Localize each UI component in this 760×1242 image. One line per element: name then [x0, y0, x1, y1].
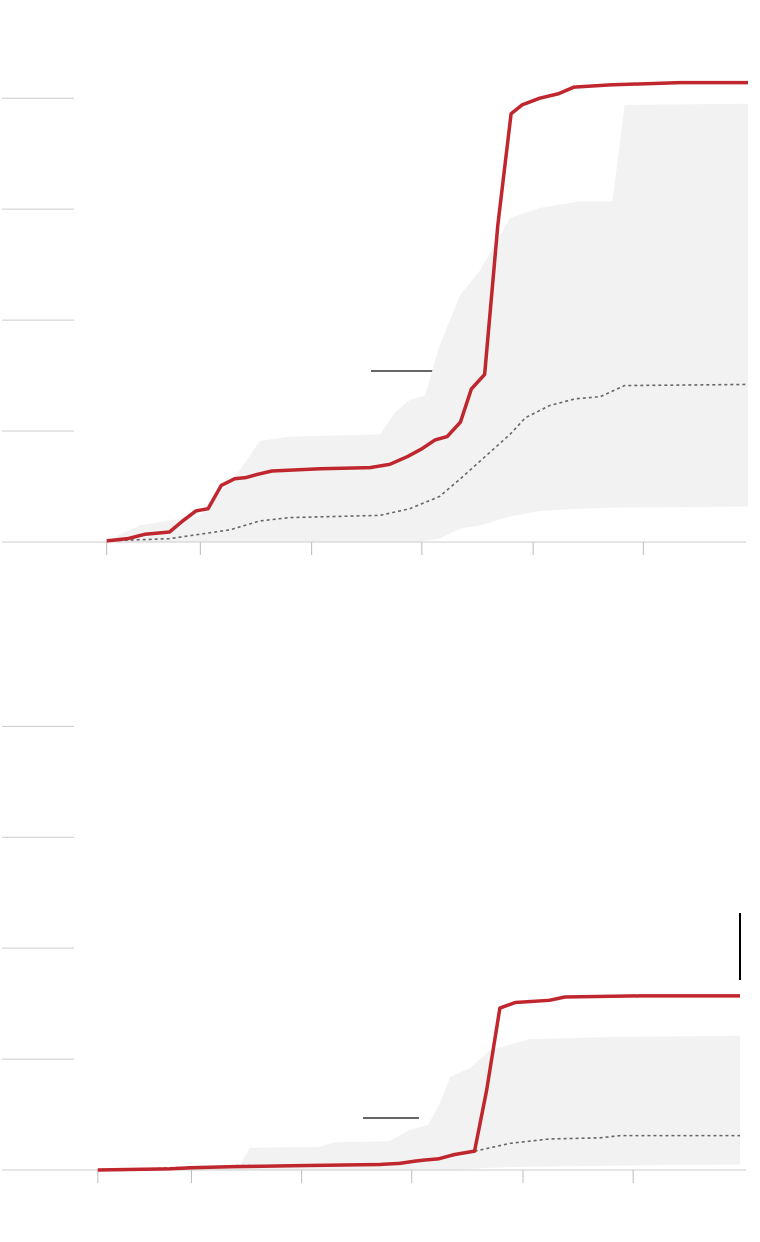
series-line	[97, 994, 740, 1172]
series-line	[106, 80, 748, 543]
series-line	[106, 383, 749, 542]
band	[106, 103, 748, 542]
band	[97, 1035, 741, 1170]
